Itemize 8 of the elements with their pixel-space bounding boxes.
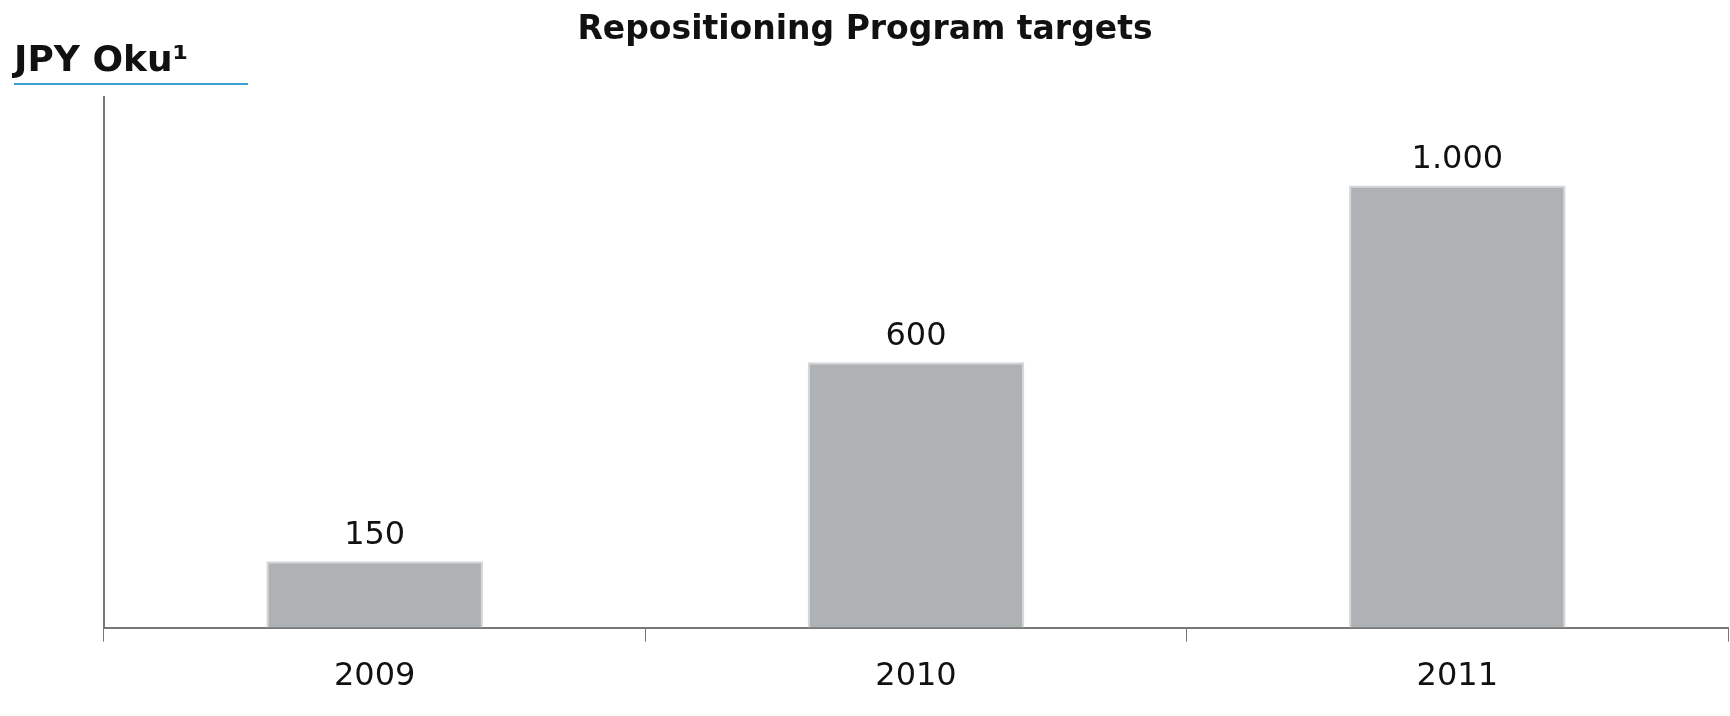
x-tick-label: 2010 <box>875 655 957 694</box>
chart-title: Repositioning Program targets <box>577 8 1153 47</box>
x-tick-label: 2009 <box>333 655 416 694</box>
x-tick-label: 2011 <box>1416 655 1499 694</box>
y-axis-title: JPY Oku¹ <box>14 38 249 85</box>
data-label: 600 <box>885 314 947 353</box>
data-label: 150 <box>344 513 406 552</box>
data-label: 1.000 <box>1411 137 1504 176</box>
